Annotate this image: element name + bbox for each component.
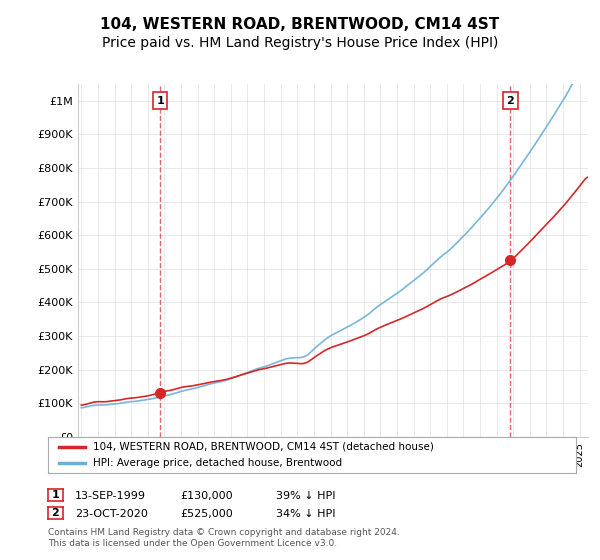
Text: 34% ↓ HPI: 34% ↓ HPI [276,508,335,519]
Text: 104, WESTERN ROAD, BRENTWOOD, CM14 4ST: 104, WESTERN ROAD, BRENTWOOD, CM14 4ST [100,17,500,32]
Text: 1: 1 [52,490,59,500]
Text: £525,000: £525,000 [180,508,233,519]
Text: Contains HM Land Registry data © Crown copyright and database right 2024.
This d: Contains HM Land Registry data © Crown c… [48,528,400,548]
Text: 39% ↓ HPI: 39% ↓ HPI [276,491,335,501]
Text: HPI: Average price, detached house, Brentwood: HPI: Average price, detached house, Bren… [93,458,342,468]
Text: 13-SEP-1999: 13-SEP-1999 [75,491,146,501]
Text: Price paid vs. HM Land Registry's House Price Index (HPI): Price paid vs. HM Land Registry's House … [102,36,498,50]
Text: 1: 1 [157,96,164,106]
Text: 104, WESTERN ROAD, BRENTWOOD, CM14 4ST (detached house): 104, WESTERN ROAD, BRENTWOOD, CM14 4ST (… [93,442,434,452]
Text: 2: 2 [506,96,514,106]
Text: 2: 2 [52,508,59,518]
Text: 23-OCT-2020: 23-OCT-2020 [75,508,148,519]
Text: £130,000: £130,000 [180,491,233,501]
